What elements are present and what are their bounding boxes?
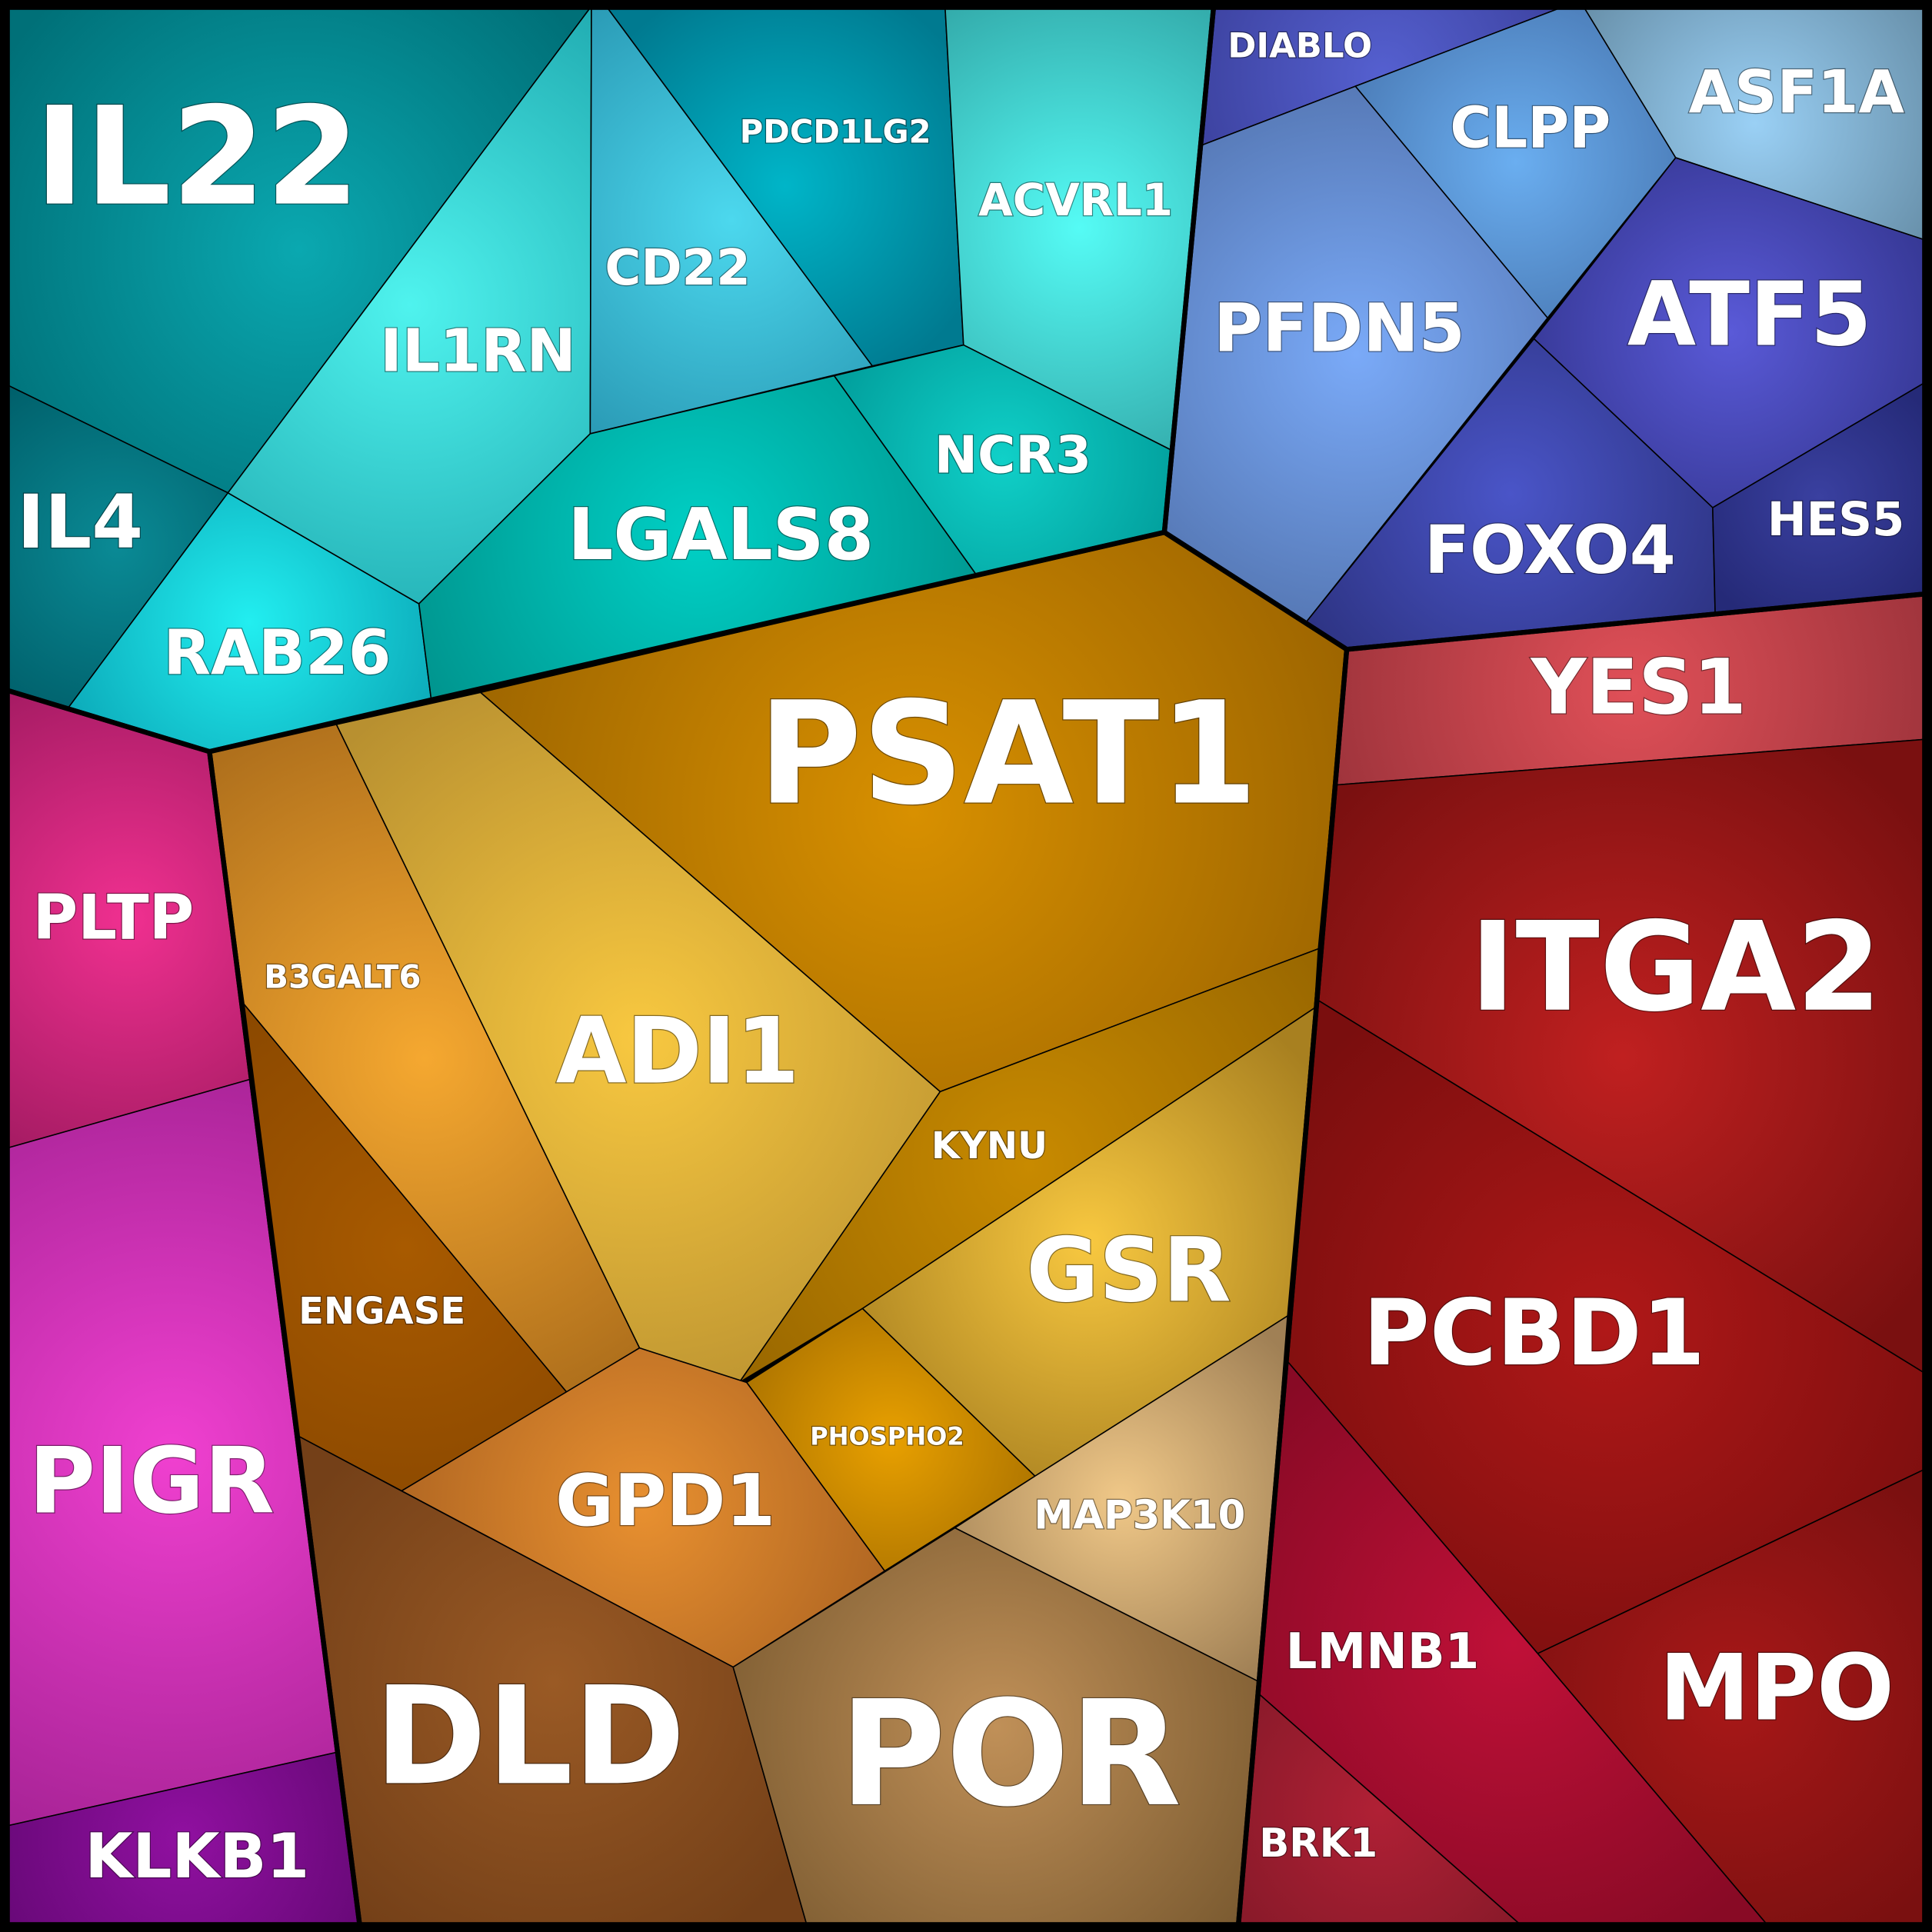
cell-label: ENGASE [298, 1290, 465, 1333]
cell-label: YES1 [1531, 644, 1747, 732]
cell-label: PFDN5 [1214, 290, 1465, 367]
cell-label: PSAT1 [758, 672, 1258, 837]
cell-label: CD22 [605, 240, 750, 297]
cell-label: GPD1 [555, 1459, 775, 1542]
cell-label: BRK1 [1259, 1820, 1377, 1867]
cell-label: PIGR [28, 1427, 275, 1534]
cell-label: ACVRL1 [978, 174, 1173, 226]
cell-label: POR [839, 1670, 1181, 1839]
group-outline [206, 529, 1350, 1929]
cell-label: LMNB1 [1286, 1624, 1480, 1681]
cell-label: HES5 [1767, 492, 1905, 547]
cell-label: DIABLO [1227, 25, 1372, 65]
cell-label: PCBD1 [1363, 1280, 1705, 1386]
cell-label: IL4 [17, 479, 143, 565]
cell-label: PHOSPHO2 [810, 1422, 964, 1451]
cell-label: ITGA2 [1470, 895, 1882, 1039]
cell-label: MAP3K10 [1034, 1493, 1245, 1539]
cell-label: KLKB1 [85, 1820, 309, 1892]
cell-label: NCR3 [934, 425, 1091, 485]
cell-label: PLTP [32, 881, 194, 953]
cell-label: LGALS8 [568, 493, 874, 576]
cell-label: GSR [1026, 1219, 1231, 1322]
cell-label: ADI1 [556, 998, 800, 1104]
cell-label: DLD [374, 1657, 685, 1815]
cells [5, 4, 1927, 1927]
cell-label: ASF1A [1689, 58, 1905, 127]
cell-label: RAB26 [163, 617, 391, 688]
cell-label: KYNU [931, 1124, 1048, 1168]
cell-label: ATF5 [1627, 263, 1872, 366]
cell-label: IL1RN [380, 317, 576, 385]
cell-label: CLPP [1450, 95, 1611, 161]
cell-label: PDCD1LG2 [740, 113, 931, 151]
cell-label: FOXO4 [1424, 512, 1676, 589]
cell-label: IL22 [35, 78, 360, 236]
cell-label: B3GALT6 [264, 958, 421, 996]
labels: IL22 IL4 RAB26 IL1RN CD22 PDCD1LG2 ACVRL1 NCR3 L… [16, 24, 1906, 1893]
cell-label: MPO [1659, 1635, 1894, 1741]
